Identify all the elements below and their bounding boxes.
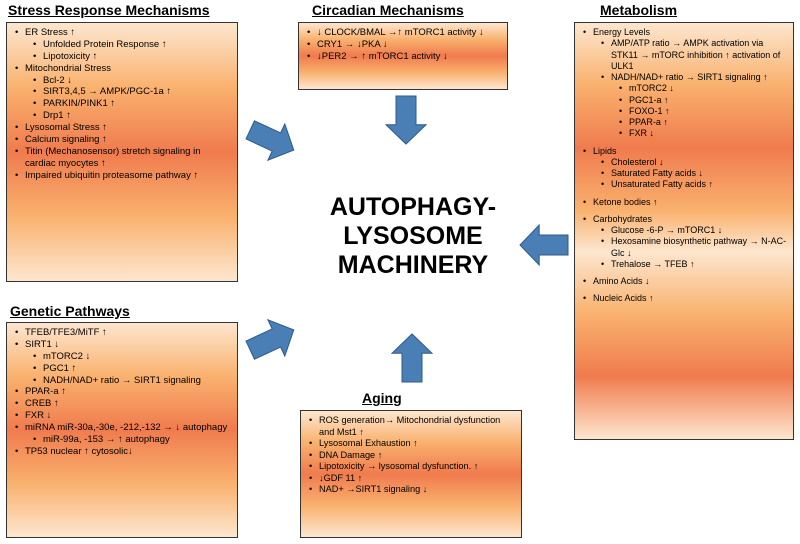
list-item: Unfolded Protein Response ↑ (13, 39, 231, 51)
list-item: Glucose -6-P → mTORC1 ↓ (581, 225, 787, 236)
list-item: PPAR-a ↑ (13, 386, 231, 398)
panel-circadian: ↓ CLOCK/BMAL →↑ mTORC1 activity ↓CRY1 → … (298, 22, 508, 90)
list-item: FXR ↓ (581, 128, 787, 139)
list-item: Impaired ubiquitin proteasome pathway ↑ (13, 170, 231, 182)
list-item: Energy Levels (581, 27, 787, 38)
list-item: ER Stress ↑ (13, 27, 231, 39)
list-item: AMP/ATP ratio → AMPK activation via STK1… (581, 38, 787, 72)
list-item: Drp1 ↑ (13, 110, 231, 122)
title-stress: Stress Response Mechanisms (8, 2, 210, 18)
list-item: SIRT3,4,5 → AMPK/PGC-1a ↑ (13, 86, 231, 98)
list-item: miR-99a, -153 → ↑ autophagy (13, 434, 231, 446)
list-item: miRNA miR-30a,-30e, -212,-132 → ↓ autoph… (13, 422, 231, 434)
list-item: Hexosamine biosynthetic pathway → N-AC-G… (581, 236, 787, 259)
panel-metabolism: Energy LevelsAMP/ATP ratio → AMPK activa… (574, 22, 794, 440)
list-item: Cholesterol ↓ (581, 157, 787, 168)
center-title: AUTOPHAGY- LYSOSOME MACHINERY (303, 193, 523, 279)
center-line-3: MACHINERY (338, 251, 488, 279)
title-genetic: Genetic Pathways (10, 303, 130, 319)
center-line-1: AUTOPHAGY- (330, 193, 496, 221)
list-item: ↓GDF 11 ↑ (307, 473, 515, 485)
panel-genetic: TFEB/TFE3/MiTF ↑SIRT1 ↓mTORC2 ↓PGC1 ↑NAD… (6, 322, 238, 538)
title-circadian: Circadian Mechanisms (312, 2, 464, 18)
list-item: mTORC2 ↓ (13, 351, 231, 363)
title-aging: Aging (362, 390, 402, 406)
list-item: DNA Damage ↑ (307, 450, 515, 462)
list-item: Calcium signaling ↑ (13, 134, 231, 146)
list-item: NADH/NAD+ ratio → SIRT1 signaling ↑ (581, 72, 787, 83)
list-item: Carbohydrates (581, 214, 787, 225)
list-item: Lipotoxicity → lysosomal dysfunction. ↑ (307, 461, 515, 473)
list-item: CRY1 → ↓PKA ↓ (305, 39, 501, 51)
list-item: PPAR-a ↑ (581, 117, 787, 128)
list-item: NAD+ →SIRT1 signaling ↓ (307, 484, 515, 496)
list-item: ROS generation→ Mitochondrial dysfunctio… (307, 415, 515, 438)
list-item: Mitochondrial Stress (13, 63, 231, 75)
list-item: PGC1-a ↑ (581, 95, 787, 106)
list-item: Nucleic Acids ↑ (581, 293, 787, 304)
title-metabolism: Metabolism (600, 2, 677, 18)
list-item: CREB ↑ (13, 398, 231, 410)
list-item: Unsaturated Fatty acids ↑ (581, 179, 787, 190)
list-item: FXR ↓ (13, 410, 231, 422)
list-item: Bcl-2 ↓ (13, 75, 231, 87)
list-item: Amino Acids ↓ (581, 276, 787, 287)
list-item: SIRT1 ↓ (13, 339, 231, 351)
list-item: NADH/NAD+ ratio → SIRT1 signaling (13, 375, 231, 387)
center-line-2: LYSOSOME (343, 222, 482, 250)
panel-aging: ROS generation→ Mitochondrial dysfunctio… (300, 410, 522, 538)
list-item: Lipotoxicity ↑ (13, 51, 231, 63)
list-item: ↓ CLOCK/BMAL →↑ mTORC1 activity ↓ (305, 27, 501, 39)
list-item: mTORC2 ↓ (581, 83, 787, 94)
list-item: FOXO-1 ↑ (581, 106, 787, 117)
list-item: Lysosomal Stress ↑ (13, 122, 231, 134)
list-item: ↓PER2 → ↑ mTORC1 activity ↓ (305, 51, 501, 63)
list-item: Ketone bodies ↑ (581, 197, 787, 208)
list-item: TP53 nuclear ↑ cytosolic↓ (13, 446, 231, 458)
list-item: Titin (Mechanosensor) stretch signaling … (13, 146, 231, 170)
panel-stress: ER Stress ↑Unfolded Protein Response ↑Li… (6, 22, 238, 282)
list-item: Trehalose → TFEB ↑ (581, 259, 787, 270)
list-item: TFEB/TFE3/MiTF ↑ (13, 327, 231, 339)
list-item: Lysosomal Exhaustion ↑ (307, 438, 515, 450)
list-item: Lipids (581, 146, 787, 157)
list-item: PGC1 ↑ (13, 363, 231, 375)
list-item: Saturated Fatty acids ↓ (581, 168, 787, 179)
list-item: PARKIN/PINK1 ↑ (13, 98, 231, 110)
